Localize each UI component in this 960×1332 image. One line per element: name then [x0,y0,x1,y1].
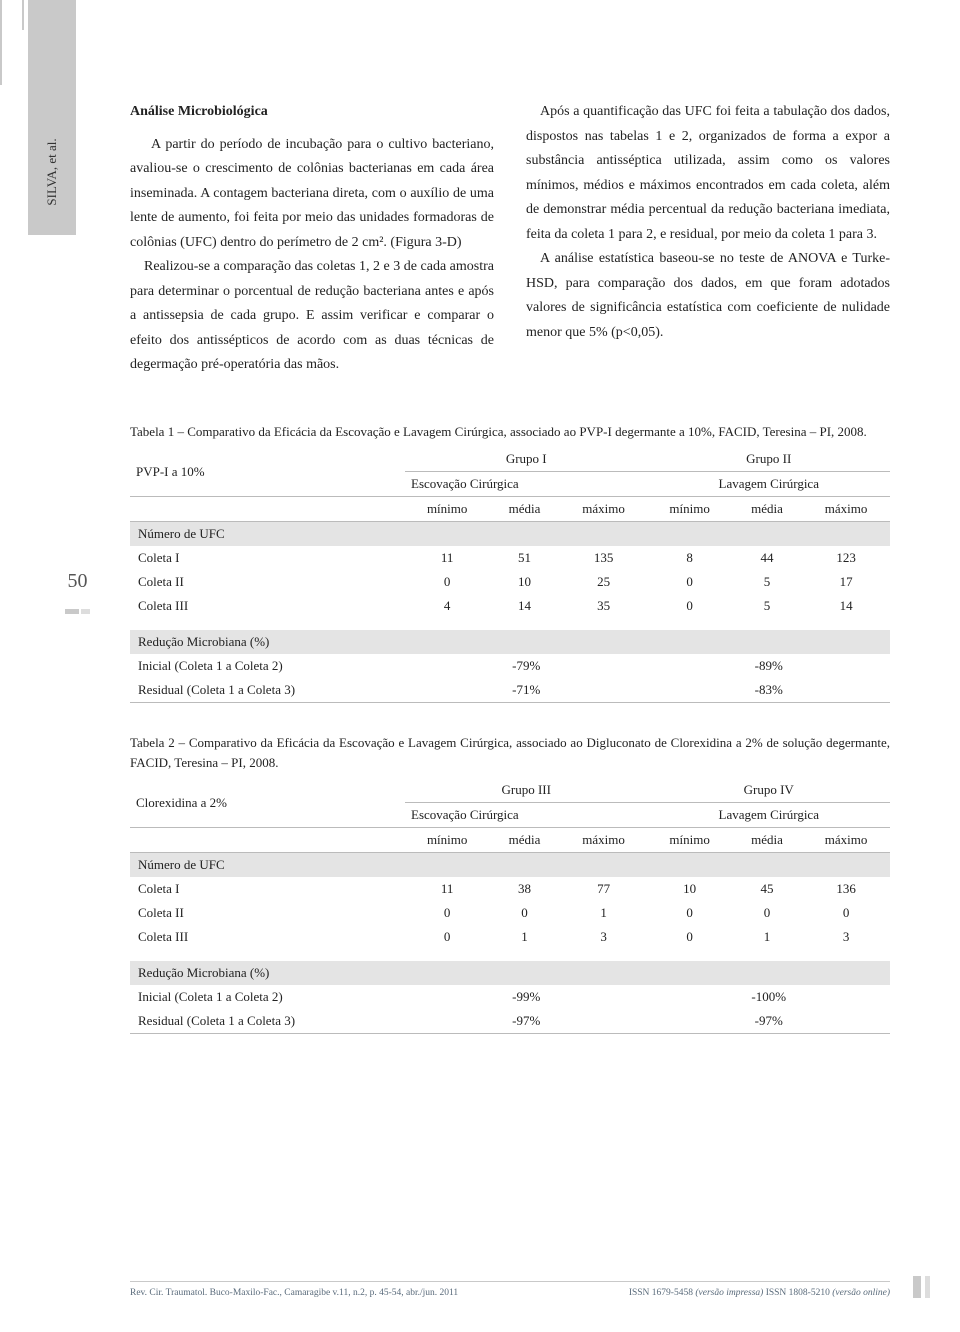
footer-bars [913,1276,930,1298]
table-1-rowheader: PVP-I a 10% [130,447,405,497]
author-tab: SILVA, et al. [28,0,76,235]
table-2-caption: Tabela 2 – Comparativo da Eficácia da Es… [130,733,890,772]
section-label: Redução Microbiana (%) [130,630,890,654]
col: máximo [560,828,648,853]
table-1-sub2: Lavagem Cirúrgica [647,472,890,497]
table-row: Coleta II001000 [130,901,890,925]
col: média [489,828,559,853]
text-columns: Análise Microbiológica A partir do perío… [130,100,890,378]
footer-left: Rev. Cir. Traumatol. Buco-Maxilo-Fac., C… [130,1288,458,1298]
col: média [732,828,802,853]
col: mínimo [647,828,731,853]
table-1-block: Tabela 1 – Comparativo da Eficácia da Es… [130,422,890,704]
table-2: Clorexidina a 2% Grupo III Grupo IV Esco… [130,778,890,1034]
table-row: Residual (Coleta 1 a Coleta 3)-71%-83% [130,678,890,703]
page-number-value: 50 [68,570,88,592]
table-row: Inicial (Coleta 1 a Coleta 2)-79%-89% [130,654,890,678]
left-column: Análise Microbiológica A partir do perío… [130,100,494,378]
table-2-group1: Grupo III [405,778,647,803]
margin-line [22,0,24,30]
left-column-text: A partir do período de incubação para o … [130,133,494,378]
author-tab-text: SILVA, et al. [44,138,60,205]
table-2-sub1: Escovação Cirúrgica [405,803,647,828]
right-column-text: Após a quantificação das UFC foi feita a… [526,100,890,345]
table-2-sub2: Lavagem Cirúrgica [647,803,890,828]
col: máximo [802,497,890,522]
table-1-caption: Tabela 1 – Comparativo da Eficácia da Es… [130,422,890,442]
table-1-group1: Grupo I [405,447,647,472]
page-number-bars [60,597,95,603]
col: mínimo [647,497,731,522]
footer-right: ISSN 1679-5458 (versão impressa) ISSN 18… [629,1288,890,1298]
table-row: Residual (Coleta 1 a Coleta 3)-97%-97% [130,1009,890,1034]
table-row: Coleta I1151135844123 [130,546,890,570]
col: máximo [802,828,890,853]
table-row: Coleta II010250517 [130,570,890,594]
table-row: Coleta III013013 [130,925,890,949]
table-row: Inicial (Coleta 1 a Coleta 2)-99%-100% [130,985,890,1009]
table-1-group2: Grupo II [647,447,890,472]
col: mínimo [405,497,489,522]
table-row: Coleta I1138771045136 [130,877,890,901]
table-1-sub1: Escovação Cirúrgica [405,472,647,497]
table-1: PVP-I a 10% Grupo I Grupo II Escovação C… [130,447,890,703]
col: média [489,497,559,522]
table-row: Coleta III414350514 [130,594,890,618]
margin-line [0,0,2,85]
section-label: Redução Microbiana (%) [130,961,890,985]
page-number: 50 [60,570,95,603]
section-label: Número de UFC [130,853,890,878]
page: SILVA, et al. 50 Análise Microbiológica … [0,0,960,1332]
table-2-block: Tabela 2 – Comparativo da Eficácia da Es… [130,733,890,1034]
footer: Rev. Cir. Traumatol. Buco-Maxilo-Fac., C… [130,1281,890,1298]
table-2-rowheader: Clorexidina a 2% [130,778,405,828]
right-column: Após a quantificação das UFC foi feita a… [526,100,890,378]
col: máximo [560,497,648,522]
section-title: Análise Microbiológica [130,100,494,125]
table-2-group2: Grupo IV [647,778,890,803]
col: média [732,497,802,522]
section-label: Número de UFC [130,522,890,547]
col: mínimo [405,828,489,853]
